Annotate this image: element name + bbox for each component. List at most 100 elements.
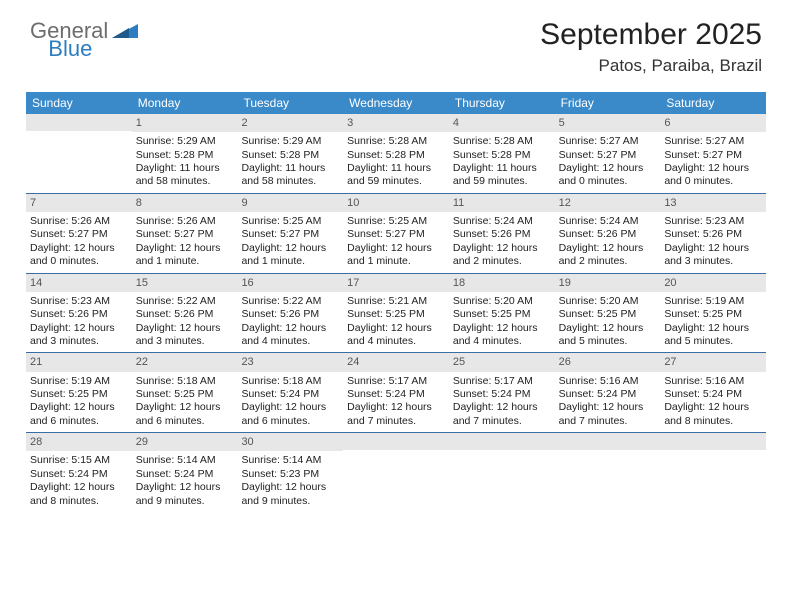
day-number: 16	[237, 274, 343, 292]
daylight2-text: and 2 minutes.	[559, 255, 657, 268]
day-header-wednesday: Wednesday	[343, 92, 449, 114]
daylight1-text: Daylight: 12 hours	[664, 242, 762, 255]
day-number: 14	[26, 274, 132, 292]
day-cell: 29Sunrise: 5:14 AMSunset: 5:24 PMDayligh…	[132, 433, 238, 512]
daylight1-text: Daylight: 12 hours	[30, 401, 128, 414]
daylight2-text: and 3 minutes.	[30, 335, 128, 348]
day-number: 28	[26, 433, 132, 451]
sunset-text: Sunset: 5:26 PM	[30, 308, 128, 321]
daylight1-text: Daylight: 12 hours	[136, 322, 234, 335]
weeks-container: 1Sunrise: 5:29 AMSunset: 5:28 PMDaylight…	[26, 114, 766, 512]
daylight1-text: Daylight: 11 hours	[241, 162, 339, 175]
daylight2-text: and 0 minutes.	[559, 175, 657, 188]
sunrise-text: Sunrise: 5:20 AM	[453, 295, 551, 308]
day-cell	[555, 433, 661, 512]
day-cell: 14Sunrise: 5:23 AMSunset: 5:26 PMDayligh…	[26, 274, 132, 353]
logo-triangle-icon	[112, 20, 138, 43]
day-cell: 25Sunrise: 5:17 AMSunset: 5:24 PMDayligh…	[449, 353, 555, 432]
daylight2-text: and 7 minutes.	[559, 415, 657, 428]
daylight1-text: Daylight: 12 hours	[241, 322, 339, 335]
daylight1-text: Daylight: 12 hours	[30, 242, 128, 255]
day-number: 8	[132, 194, 238, 212]
sunrise-text: Sunrise: 5:19 AM	[30, 375, 128, 388]
sunset-text: Sunset: 5:24 PM	[453, 388, 551, 401]
day-cell: 16Sunrise: 5:22 AMSunset: 5:26 PMDayligh…	[237, 274, 343, 353]
day-cell: 3Sunrise: 5:28 AMSunset: 5:28 PMDaylight…	[343, 114, 449, 193]
sunset-text: Sunset: 5:28 PM	[241, 149, 339, 162]
daylight2-text: and 6 minutes.	[136, 415, 234, 428]
day-number: 15	[132, 274, 238, 292]
day-number: 11	[449, 194, 555, 212]
daylight1-text: Daylight: 12 hours	[664, 162, 762, 175]
day-number: 25	[449, 353, 555, 371]
day-number: 18	[449, 274, 555, 292]
day-cell: 1Sunrise: 5:29 AMSunset: 5:28 PMDaylight…	[132, 114, 238, 193]
sunrise-text: Sunrise: 5:22 AM	[136, 295, 234, 308]
sunset-text: Sunset: 5:26 PM	[136, 308, 234, 321]
daylight2-text: and 3 minutes.	[664, 255, 762, 268]
sunset-text: Sunset: 5:25 PM	[347, 308, 445, 321]
sunset-text: Sunset: 5:24 PM	[241, 388, 339, 401]
daylight2-text: and 8 minutes.	[30, 495, 128, 508]
sunset-text: Sunset: 5:26 PM	[241, 308, 339, 321]
day-cell: 30Sunrise: 5:14 AMSunset: 5:23 PMDayligh…	[237, 433, 343, 512]
sunrise-text: Sunrise: 5:24 AM	[453, 215, 551, 228]
day-number: 2	[237, 114, 343, 132]
day-cell: 10Sunrise: 5:25 AMSunset: 5:27 PMDayligh…	[343, 194, 449, 273]
sunrise-text: Sunrise: 5:14 AM	[136, 454, 234, 467]
sunset-text: Sunset: 5:27 PM	[30, 228, 128, 241]
daylight1-text: Daylight: 12 hours	[453, 322, 551, 335]
daylight2-text: and 9 minutes.	[241, 495, 339, 508]
daylight2-text: and 58 minutes.	[136, 175, 234, 188]
daylight1-text: Daylight: 12 hours	[347, 322, 445, 335]
day-cell: 12Sunrise: 5:24 AMSunset: 5:26 PMDayligh…	[555, 194, 661, 273]
daylight1-text: Daylight: 12 hours	[664, 401, 762, 414]
day-number: 6	[660, 114, 766, 132]
daylight2-text: and 4 minutes.	[453, 335, 551, 348]
sunrise-text: Sunrise: 5:15 AM	[30, 454, 128, 467]
daylight1-text: Daylight: 12 hours	[559, 162, 657, 175]
sunset-text: Sunset: 5:24 PM	[30, 468, 128, 481]
daylight1-text: Daylight: 12 hours	[241, 401, 339, 414]
sunset-text: Sunset: 5:24 PM	[136, 468, 234, 481]
day-cell: 8Sunrise: 5:26 AMSunset: 5:27 PMDaylight…	[132, 194, 238, 273]
sunrise-text: Sunrise: 5:26 AM	[30, 215, 128, 228]
day-number: 26	[555, 353, 661, 371]
sunset-text: Sunset: 5:25 PM	[559, 308, 657, 321]
logo: General Blue	[30, 18, 184, 44]
location-text: Patos, Paraiba, Brazil	[540, 56, 762, 76]
sunset-text: Sunset: 5:24 PM	[559, 388, 657, 401]
day-number	[555, 433, 661, 450]
day-cell	[26, 114, 132, 193]
sunset-text: Sunset: 5:27 PM	[241, 228, 339, 241]
sunrise-text: Sunrise: 5:29 AM	[136, 135, 234, 148]
page-header: General Blue September 2025 Patos, Parai…	[0, 0, 792, 84]
day-header-friday: Friday	[555, 92, 661, 114]
week-row: 1Sunrise: 5:29 AMSunset: 5:28 PMDaylight…	[26, 114, 766, 194]
day-number: 20	[660, 274, 766, 292]
daylight1-text: Daylight: 11 hours	[136, 162, 234, 175]
week-row: 14Sunrise: 5:23 AMSunset: 5:26 PMDayligh…	[26, 274, 766, 354]
sunset-text: Sunset: 5:26 PM	[664, 228, 762, 241]
sunrise-text: Sunrise: 5:24 AM	[559, 215, 657, 228]
daylight2-text: and 6 minutes.	[30, 415, 128, 428]
sunset-text: Sunset: 5:28 PM	[347, 149, 445, 162]
sunset-text: Sunset: 5:27 PM	[664, 149, 762, 162]
daylight1-text: Daylight: 12 hours	[453, 401, 551, 414]
sunset-text: Sunset: 5:27 PM	[136, 228, 234, 241]
sunset-text: Sunset: 5:25 PM	[453, 308, 551, 321]
week-row: 28Sunrise: 5:15 AMSunset: 5:24 PMDayligh…	[26, 433, 766, 512]
sunset-text: Sunset: 5:28 PM	[136, 149, 234, 162]
sunrise-text: Sunrise: 5:16 AM	[559, 375, 657, 388]
day-cell: 7Sunrise: 5:26 AMSunset: 5:27 PMDaylight…	[26, 194, 132, 273]
day-cell	[343, 433, 449, 512]
sunset-text: Sunset: 5:25 PM	[136, 388, 234, 401]
sunrise-text: Sunrise: 5:25 AM	[347, 215, 445, 228]
day-number: 21	[26, 353, 132, 371]
sunrise-text: Sunrise: 5:20 AM	[559, 295, 657, 308]
day-cell: 2Sunrise: 5:29 AMSunset: 5:28 PMDaylight…	[237, 114, 343, 193]
daylight2-text: and 2 minutes.	[453, 255, 551, 268]
sunrise-text: Sunrise: 5:14 AM	[241, 454, 339, 467]
day-number: 3	[343, 114, 449, 132]
sunrise-text: Sunrise: 5:23 AM	[30, 295, 128, 308]
